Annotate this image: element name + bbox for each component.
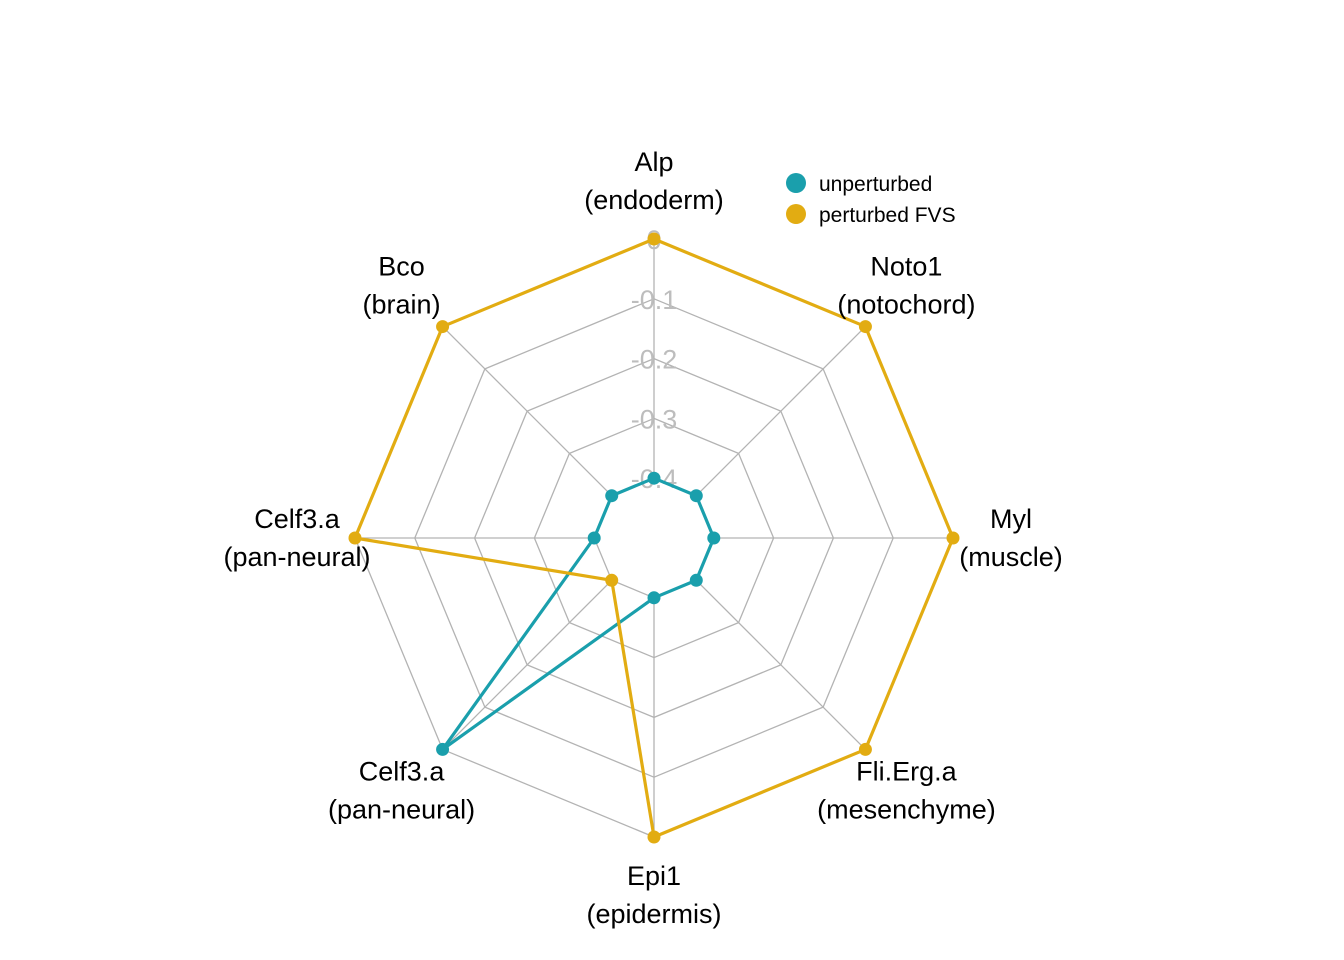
axis-label: Myl (muscle) (959, 504, 1063, 572)
data-point (647, 471, 661, 485)
axis-label: Celf3.a (pan-neural) (328, 756, 475, 824)
data-point (707, 531, 721, 545)
axis-label: Bco (brain) (363, 252, 441, 320)
data-point (605, 489, 619, 503)
legend: unperturbed perturbed FVS (786, 173, 956, 227)
axis-label-name: Celf3.a (359, 756, 446, 786)
legend-item-perturbed-fvs: perturbed FVS (786, 204, 956, 227)
axis-labels: Alp (endoderm) Noto1 (notochord) Myl (muscle)… (223, 147, 1062, 929)
legend-swatch-perturbed-fvs (786, 204, 806, 224)
axis-label-name: Alp (634, 147, 673, 177)
data-point (647, 830, 661, 844)
data-point (689, 573, 703, 587)
data-point (689, 489, 703, 503)
grid-spoke (442, 579, 613, 750)
axis-label-group: (notochord) (837, 290, 975, 320)
axis-label-name: Bco (378, 252, 425, 282)
axis-label-group: (pan-neural) (328, 794, 475, 824)
data-point (858, 320, 872, 334)
axis-label: Celf3.a (pan-neural) (223, 504, 370, 572)
series-unperturbed (436, 471, 721, 756)
axis-label: Fli.Erg.a (mesenchyme) (817, 756, 996, 824)
legend-label-unperturbed: unperturbed (819, 173, 932, 196)
axis-label-group: (muscle) (959, 542, 1063, 572)
tick-label: -0.1 (631, 285, 678, 315)
legend-swatch-unperturbed (786, 173, 806, 193)
tick-label: -0.3 (631, 404, 678, 434)
grid-spoke (695, 326, 866, 497)
tick-label: -0.2 (631, 345, 678, 375)
grid-spoke (695, 579, 866, 750)
data-point (858, 742, 872, 756)
legend-item-unperturbed: unperturbed (786, 173, 932, 196)
axis-label: Noto1 (notochord) (837, 252, 975, 320)
axis-label-name: Fli.Erg.a (856, 756, 958, 786)
axis-label-group: (mesenchyme) (817, 794, 996, 824)
axis-label-name: Celf3.a (254, 504, 341, 534)
data-point (946, 531, 960, 545)
series-perturbed-fvs (348, 232, 960, 844)
axis-label-name: Noto1 (870, 252, 942, 282)
data-point (587, 531, 601, 545)
axis-label: Alp (endoderm) (584, 147, 724, 215)
axis-label-group: (epidermis) (586, 899, 721, 929)
legend-label-perturbed-fvs: perturbed FVS (819, 204, 956, 227)
axis-label-name: Myl (990, 504, 1032, 534)
axis-label-group: (brain) (363, 290, 441, 320)
axis-label-group: (endoderm) (584, 185, 724, 215)
data-point (436, 320, 450, 334)
radial-tick-labels: 0-0.1-0.2-0.3-0.4 (631, 225, 678, 494)
axis-label-name: Epi1 (627, 861, 681, 891)
axis-label: Epi1 (epidermis) (586, 861, 721, 929)
data-point (605, 573, 619, 587)
axis-label-group: (pan-neural) (223, 542, 370, 572)
radar-series (348, 232, 960, 844)
data-point (436, 742, 450, 756)
data-point (348, 531, 362, 545)
grid-spoke (442, 326, 613, 497)
data-point (647, 232, 661, 246)
data-point (647, 591, 661, 605)
